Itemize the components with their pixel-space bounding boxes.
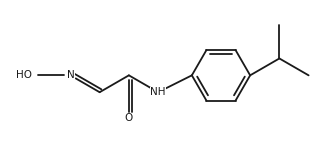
Text: O: O <box>125 113 133 123</box>
Text: N: N <box>67 70 74 80</box>
Text: NH: NH <box>151 87 166 97</box>
Text: HO: HO <box>16 70 32 80</box>
